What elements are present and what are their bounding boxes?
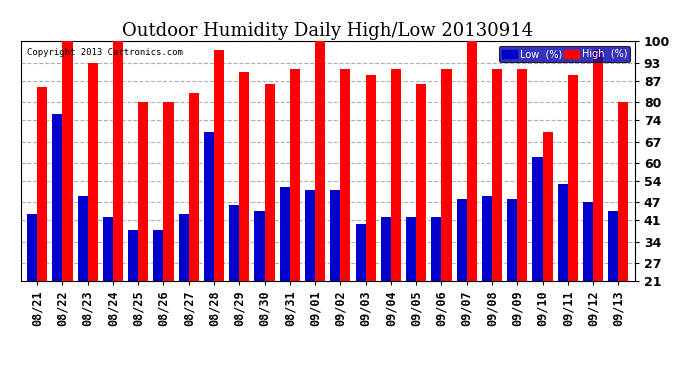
Bar [52,114,62,281]
Bar [331,190,340,281]
Bar [113,41,123,281]
Bar [340,69,351,281]
Bar [355,224,366,281]
Bar [229,205,239,281]
Bar [558,184,568,281]
Bar [138,102,148,281]
Bar [431,217,442,281]
Bar [189,93,199,281]
Bar [518,69,527,281]
Bar [416,84,426,281]
Bar [214,50,224,281]
Bar [406,217,416,281]
Bar [391,69,401,281]
Bar [279,187,290,281]
Bar [305,190,315,281]
Bar [153,230,164,281]
Legend: Low  (%), High  (%): Low (%), High (%) [500,46,630,62]
Bar [103,217,113,281]
Bar [164,102,174,281]
Bar [27,214,37,281]
Bar [77,196,88,281]
Bar [583,202,593,281]
Bar [507,199,518,281]
Bar [482,196,492,281]
Bar [37,87,47,281]
Bar [179,214,189,281]
Bar [533,157,542,281]
Bar [492,69,502,281]
Bar [290,69,300,281]
Bar [264,84,275,281]
Bar [466,41,477,281]
Bar [593,50,603,281]
Bar [315,41,325,281]
Bar [381,217,391,281]
Title: Outdoor Humidity Daily High/Low 20130914: Outdoor Humidity Daily High/Low 20130914 [122,22,533,40]
Bar [618,102,629,281]
Bar [542,132,553,281]
Bar [366,75,376,281]
Bar [568,75,578,281]
Bar [255,211,264,281]
Bar [239,72,249,281]
Bar [204,132,214,281]
Bar [609,211,618,281]
Bar [457,199,466,281]
Bar [88,63,98,281]
Text: Copyright 2013 Cartronics.com: Copyright 2013 Cartronics.com [27,48,183,57]
Bar [128,230,138,281]
Bar [442,69,451,281]
Bar [62,41,72,281]
